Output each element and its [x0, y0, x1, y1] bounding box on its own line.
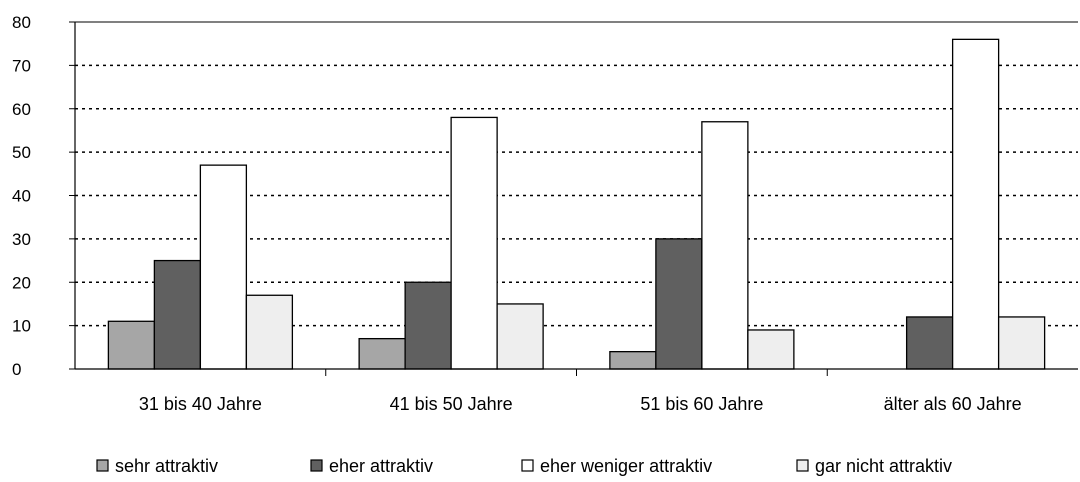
x-category-labels: 31 bis 40 Jahre 41 bis 50 Jahre 51 bis 60 … — [139, 394, 1022, 414]
y-tick-label: 20 — [12, 273, 31, 292]
legend-swatch — [521, 459, 534, 472]
legend-label: eher attraktiv — [329, 456, 433, 476]
y-tick-label: 40 — [12, 187, 31, 206]
bar — [107, 320, 156, 370]
bars — [107, 38, 1046, 370]
legend-swatch — [96, 459, 109, 472]
bar — [199, 164, 248, 370]
x-category-label: 31 bis 40 Jahre — [139, 394, 262, 414]
x-category-label: 41 bis 50 Jahre — [390, 394, 513, 414]
bar — [153, 259, 202, 370]
legend-label: eher weniger attraktiv — [540, 456, 712, 476]
x-category-label: 51 bis 60 Jahre — [640, 394, 763, 414]
bar — [701, 121, 749, 370]
bar — [245, 294, 294, 370]
y-tick-label: 50 — [12, 143, 31, 162]
bar — [358, 337, 406, 370]
bar — [450, 116, 498, 370]
y-tick-labels: 0 10 20 30 40 50 60 70 80 — [12, 13, 31, 379]
y-tick-label: 0 — [12, 360, 21, 379]
x-category-label: älter als 60 Jahre — [884, 394, 1022, 414]
bar — [496, 303, 544, 370]
legend-swatch — [796, 459, 809, 472]
bar — [997, 316, 1046, 370]
bar — [905, 316, 954, 370]
y-tick-label: 80 — [12, 13, 31, 32]
bar — [655, 238, 703, 370]
bar — [747, 329, 795, 370]
legend: sehr attraktiv eher attraktiv eher weniger… — [96, 456, 952, 476]
y-tick-label: 60 — [12, 100, 31, 119]
bar — [609, 350, 657, 370]
legend-swatch — [310, 459, 323, 472]
bar — [951, 38, 1000, 370]
legend-label: sehr attraktiv — [115, 456, 218, 476]
bar — [404, 281, 452, 370]
y-tick-label: 70 — [12, 56, 31, 75]
axes — [69, 21, 1078, 376]
y-tick-label: 10 — [12, 317, 31, 336]
legend-label: gar nicht attraktiv — [815, 456, 952, 476]
y-tick-label: 30 — [12, 230, 31, 249]
